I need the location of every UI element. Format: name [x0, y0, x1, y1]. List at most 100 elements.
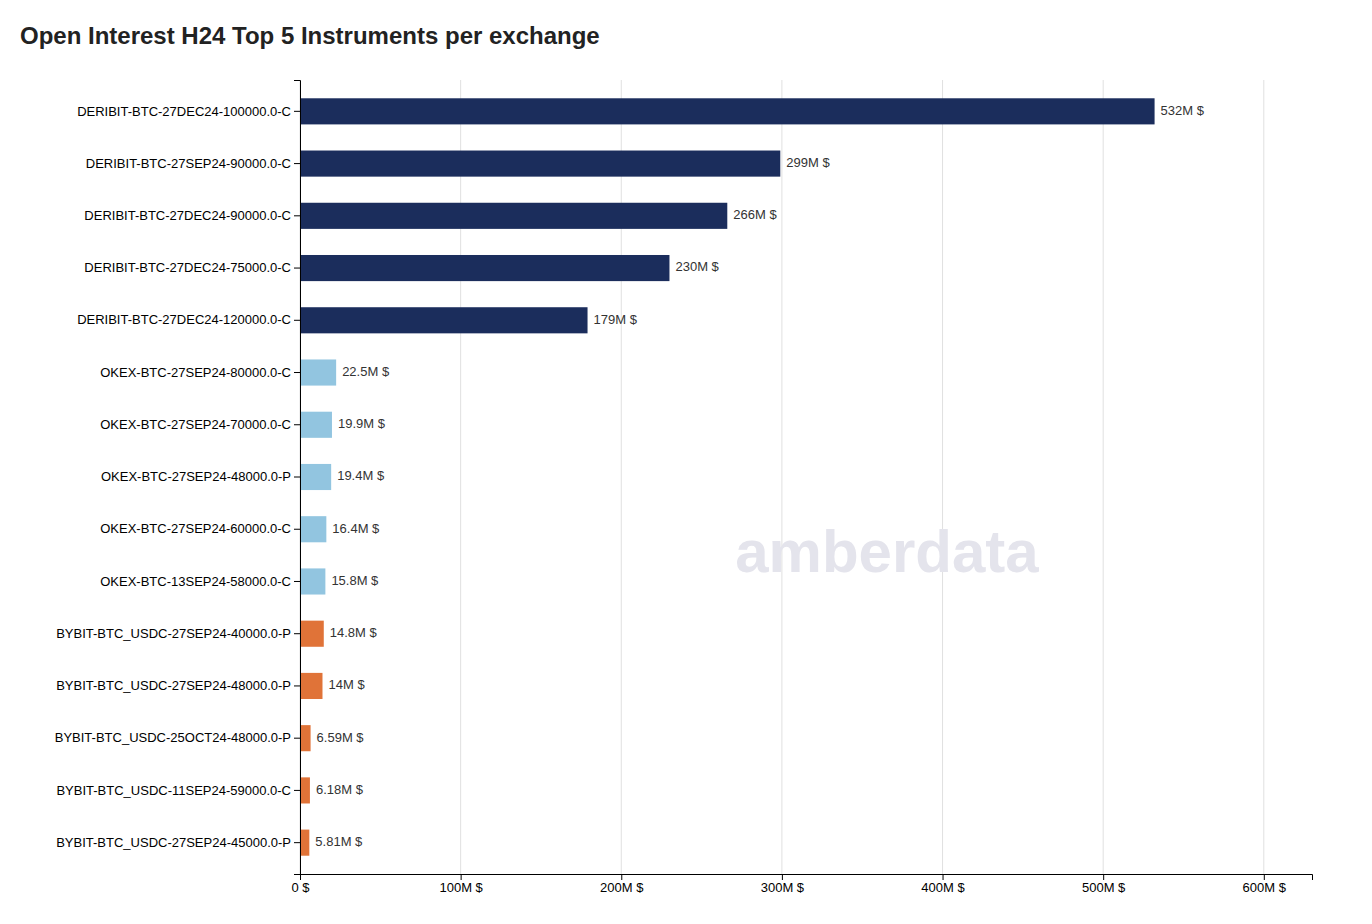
x-tick-mark	[943, 874, 944, 880]
data-label: 19.9M $	[338, 416, 386, 431]
grid-line	[460, 80, 461, 874]
y-tick-label: OKEX-BTC-13SEP24-58000.0-C	[100, 574, 291, 589]
y-tick-mark	[294, 477, 300, 478]
y-tick-label: BYBIT-BTC_USDC-27SEP24-40000.0-P	[56, 626, 291, 641]
bar	[300, 98, 1155, 124]
y-tick-label: OKEX-BTC-27SEP24-48000.0-P	[101, 469, 291, 484]
bar	[300, 151, 780, 177]
y-tick-mark	[294, 685, 300, 686]
y-tick: DERIBIT-BTC-27DEC24-75000.0-C	[84, 260, 300, 275]
y-tick-mark	[294, 268, 300, 269]
y-tick: OKEX-BTC-27SEP24-48000.0-P	[101, 469, 300, 484]
x-tick-mark	[1264, 874, 1265, 880]
y-tick-label: BYBIT-BTC_USDC-27SEP24-48000.0-P	[56, 678, 291, 693]
data-label: 179M $	[594, 312, 638, 327]
x-tick-mark	[1103, 874, 1104, 880]
x-tick: 400M $	[921, 874, 965, 895]
y-tick-label: OKEX-BTC-27SEP24-80000.0-C	[100, 365, 291, 380]
data-label: 6.18M $	[316, 782, 364, 797]
x-tick-label: 600M $	[1243, 880, 1287, 895]
y-tick: OKEX-BTC-27SEP24-70000.0-C	[100, 417, 300, 432]
data-labels: 532M $ 299M $ 266M $ 230M $ 179M $ 22.5M $ 19.…	[315, 103, 1204, 849]
x-axis-line	[301, 875, 1313, 881]
bar	[300, 412, 332, 438]
x-tick-mark	[461, 874, 462, 880]
y-tick: DERIBIT-BTC-27DEC24-100000.0-C	[77, 104, 300, 119]
y-tick-label: OKEX-BTC-27SEP24-60000.0-C	[100, 521, 291, 536]
data-label: 19.4M $	[337, 468, 385, 483]
y-tick: BYBIT-BTC_USDC-11SEP24-59000.0-C	[56, 783, 300, 798]
x-tick: 300M $	[761, 874, 805, 895]
chart-svg: Open Interest H24 Top 5 Instruments per …	[0, 0, 1372, 924]
x-tick-label: 300M $	[761, 880, 805, 895]
x-tick: 100M $	[439, 874, 483, 895]
y-tick: BYBIT-BTC_USDC-27SEP24-48000.0-P	[56, 678, 300, 693]
y-tick-label: BYBIT-BTC_USDC-25OCT24-48000.0-P	[55, 730, 291, 745]
y-tick-mark	[294, 790, 300, 791]
y-tick-mark	[294, 529, 300, 530]
x-axis: 0 $100M $200M $300M $400M $500M $600M $	[291, 874, 1312, 895]
y-tick-mark	[294, 738, 300, 739]
x-tick-label: 200M $	[600, 880, 644, 895]
grid	[300, 80, 1264, 874]
bars	[300, 98, 1155, 855]
x-tick-label: 100M $	[439, 880, 483, 895]
x-tick-mark	[621, 874, 622, 880]
y-tick-label: BYBIT-BTC_USDC-11SEP24-59000.0-C	[56, 783, 291, 798]
y-tick-mark	[294, 215, 300, 216]
x-tick-label: 0 $	[291, 880, 310, 895]
bar	[300, 359, 336, 385]
data-label: 16.4M $	[332, 521, 380, 536]
chart-title: Open Interest H24 Top 5 Instruments per …	[20, 22, 600, 49]
y-tick-mark	[294, 372, 300, 373]
data-label: 299M $	[786, 155, 830, 170]
x-tick: 600M $	[1243, 874, 1287, 895]
y-tick: BYBIT-BTC_USDC-27SEP24-40000.0-P	[56, 626, 300, 641]
data-label: 15.8M $	[331, 573, 379, 588]
bar	[300, 621, 324, 647]
bar	[300, 673, 322, 699]
data-label: 230M $	[675, 259, 719, 274]
y-tick-label: DERIBIT-BTC-27DEC24-90000.0-C	[84, 208, 291, 223]
data-label: 532M $	[1161, 103, 1205, 118]
y-tick: OKEX-BTC-27SEP24-60000.0-C	[100, 521, 300, 536]
y-tick-mark	[294, 424, 300, 425]
y-tick-mark	[294, 842, 300, 843]
grid-line	[1263, 80, 1264, 874]
y-tick-mark	[294, 320, 300, 321]
y-tick-label: DERIBIT-BTC-27SEP24-90000.0-C	[86, 156, 291, 171]
y-tick: BYBIT-BTC_USDC-27SEP24-45000.0-P	[56, 835, 300, 850]
y-tick-mark	[294, 633, 300, 634]
bar	[300, 464, 331, 490]
y-tick: OKEX-BTC-27SEP24-80000.0-C	[100, 365, 300, 380]
bar	[300, 203, 727, 229]
y-axis: DERIBIT-BTC-27DEC24-100000.0-C DERIBIT-BT…	[55, 81, 301, 875]
y-tick: DERIBIT-BTC-27SEP24-90000.0-C	[86, 156, 300, 171]
x-tick: 0 $	[291, 874, 310, 895]
bar	[300, 255, 669, 281]
data-label: 5.81M $	[315, 834, 363, 849]
x-tick-mark	[782, 874, 783, 880]
grid-line	[1103, 80, 1104, 874]
data-label: 14M $	[328, 677, 365, 692]
plot-area: amberdata 532M $ 299M $ 266M $ 230M $ 179M $ 2…	[55, 80, 1313, 895]
y-tick-label: DERIBIT-BTC-27DEC24-120000.0-C	[77, 312, 291, 327]
bar	[300, 516, 326, 542]
y-tick: DERIBIT-BTC-27DEC24-120000.0-C	[77, 312, 300, 327]
bar	[300, 830, 309, 856]
y-tick-mark	[294, 111, 300, 112]
y-axis-line	[294, 81, 301, 875]
data-label: 22.5M $	[342, 364, 390, 379]
y-tick-label: BYBIT-BTC_USDC-27SEP24-45000.0-P	[56, 835, 291, 850]
bar	[300, 777, 310, 803]
grid-line	[621, 80, 622, 874]
watermark: amberdata	[735, 518, 1039, 585]
data-label: 266M $	[733, 207, 777, 222]
y-tick-mark	[294, 581, 300, 582]
bar	[300, 568, 325, 594]
y-tick-mark	[294, 163, 300, 164]
y-tick-label: DERIBIT-BTC-27DEC24-75000.0-C	[84, 260, 291, 275]
data-label: 14.8M $	[330, 625, 378, 640]
y-tick: OKEX-BTC-13SEP24-58000.0-C	[100, 574, 300, 589]
y-tick-label: DERIBIT-BTC-27DEC24-100000.0-C	[77, 104, 291, 119]
